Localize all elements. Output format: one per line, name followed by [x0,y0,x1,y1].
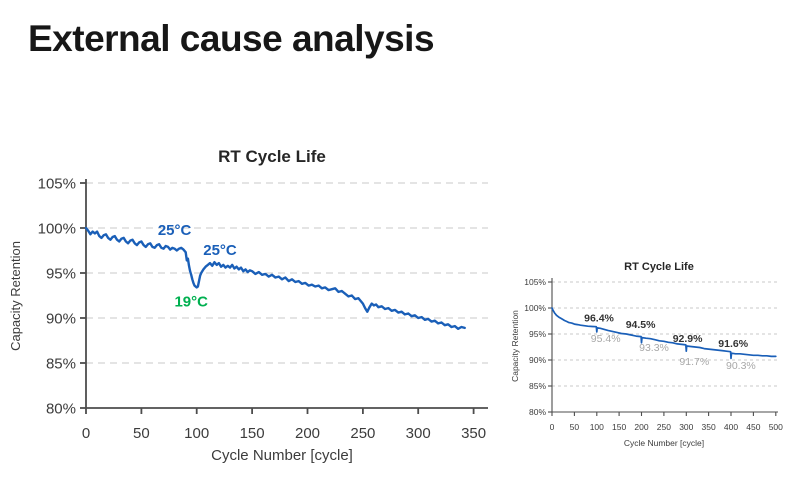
y-tick-label: 95% [46,265,76,282]
y-axis-label: Capacity Retention [510,310,520,382]
annotation-label: 90.3% [726,360,756,372]
y-tick-label: 80% [529,407,546,417]
annotation-label: 91.7% [679,356,709,368]
x-tick-label: 150 [240,425,265,442]
page-title: External cause analysis [28,18,435,59]
y-tick-label: 90% [529,355,546,365]
annotation-label: 19°C [174,293,208,310]
x-tick-label: 100 [590,422,604,432]
annotation-label: 96.4% [584,313,614,325]
x-tick-label: 300 [406,425,431,442]
x-axis-label: Cycle Number [cycle] [211,447,353,464]
annotation-label: 91.6% [718,338,748,350]
x-tick-label: 350 [702,422,716,432]
y-tick-label: 80% [46,400,76,417]
x-tick-label: 350 [461,425,486,442]
rt-cycle-life-chart-large: 0 50 100 150 200 250 300 350 80% 85% 90% 95% 100% 105… [4,138,500,480]
y-tick-label: 105% [38,175,76,192]
y-tick-label: 105% [524,277,546,287]
x-tick-label: 50 [570,422,580,432]
rt-cycle-life-chart-large-canvas: 0 50 100 150 200 250 300 350 80% 85% 90% 95% 100% 105… [8,147,488,464]
annotation-label: 25°C [158,222,192,239]
annotation-label: 95.4% [591,333,621,345]
x-tick-label: 200 [295,425,320,442]
annotation-label: 94.5% [626,319,656,331]
y-tick-label: 90% [46,310,76,327]
x-tick-label: 250 [657,422,671,432]
x-tick-label: 0 [550,422,555,432]
x-tick-label: 200 [634,422,648,432]
x-tick-label: 0 [82,425,90,442]
y-tick-label: 100% [524,303,546,313]
x-tick-label: 50 [133,425,150,442]
chart-title: RT Cycle Life [624,261,694,273]
y-axis-label: Capacity Retention [8,241,23,351]
data-series-line [551,307,777,360]
x-tick-label: 100 [184,425,209,442]
rt-cycle-life-chart-small-canvas: 0 50 100 150 200 250 300 350 400 450 500 80% 85% 90% 9… [510,261,783,448]
y-tick-label: 85% [529,381,546,391]
x-tick-label: 450 [746,422,760,432]
chart-title: RT Cycle Life [218,147,326,166]
x-tick-label: 500 [769,422,783,432]
x-axis-label: Cycle Number [cycle] [624,438,704,448]
annotation-label: 93.3% [639,342,669,354]
y-tick-label: 100% [38,220,76,237]
x-tick-label: 250 [350,425,375,442]
y-tick-label: 85% [46,355,76,372]
data-series-line [84,226,466,331]
y-tick-label: 95% [529,329,546,339]
x-tick-label: 400 [724,422,738,432]
x-tick-label: 300 [679,422,693,432]
annotation-label: 25°C [203,242,237,259]
annotation-label: 92.9% [673,333,703,345]
x-tick-label: 150 [612,422,626,432]
rt-cycle-life-chart-small: 0 50 100 150 200 250 300 350 400 450 500 80% 85% 90% 9… [500,246,800,498]
